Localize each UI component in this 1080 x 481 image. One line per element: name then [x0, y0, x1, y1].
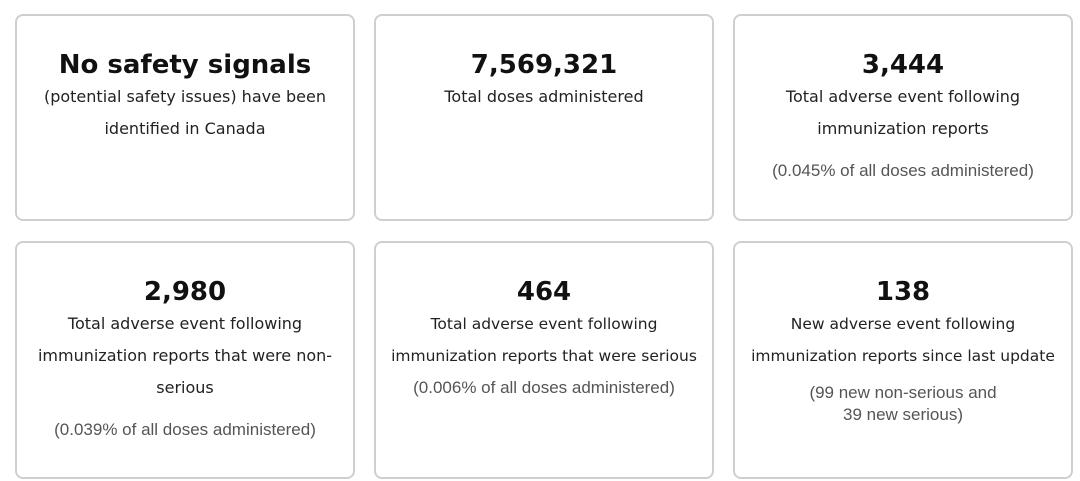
- card-note: (99 new non-serious and 39 new serious): [735, 382, 1071, 426]
- card-note: (0.006% of all doses administered): [413, 378, 675, 397]
- card-description: Total adverse event following immunizati…: [391, 315, 697, 365]
- card-headline: 464: [516, 277, 572, 307]
- serious-reports-card: 464 Total adverse event following immuni…: [374, 241, 714, 479]
- card-note-line: (99 new non-serious and: [809, 383, 997, 402]
- total-doses-card: 7,569,321 Total doses administered: [374, 14, 714, 221]
- card-headline: 2,980: [143, 277, 227, 307]
- card-note-line: 39 new serious): [842, 405, 963, 424]
- card-headline: 3,444: [861, 50, 945, 80]
- card-description: Total adverse event following immunizati…: [785, 87, 1021, 138]
- card-description: Total doses administered: [444, 87, 644, 106]
- card-description: Total adverse event following immunizati…: [37, 314, 333, 397]
- card-note: (0.045% of all doses administered): [772, 161, 1034, 180]
- total-reports-card: 3,444 Total adverse event following immu…: [733, 14, 1073, 221]
- stats-grid: No safety signals (potential safety issu…: [15, 14, 1073, 479]
- card-headline: No safety signals: [58, 50, 312, 80]
- card-description: (potential safety issues) have been iden…: [43, 87, 327, 138]
- safety-signals-card: No safety signals (potential safety issu…: [15, 14, 355, 221]
- card-note: (0.039% of all doses administered): [54, 420, 316, 439]
- new-reports-card: 138 New adverse event following immuniza…: [733, 241, 1073, 479]
- card-headline: 138: [875, 277, 931, 307]
- card-headline: 7,569,321: [470, 50, 618, 80]
- card-description: New adverse event following immunization…: [751, 315, 1055, 365]
- non-serious-reports-card: 2,980 Total adverse event following immu…: [15, 241, 355, 479]
